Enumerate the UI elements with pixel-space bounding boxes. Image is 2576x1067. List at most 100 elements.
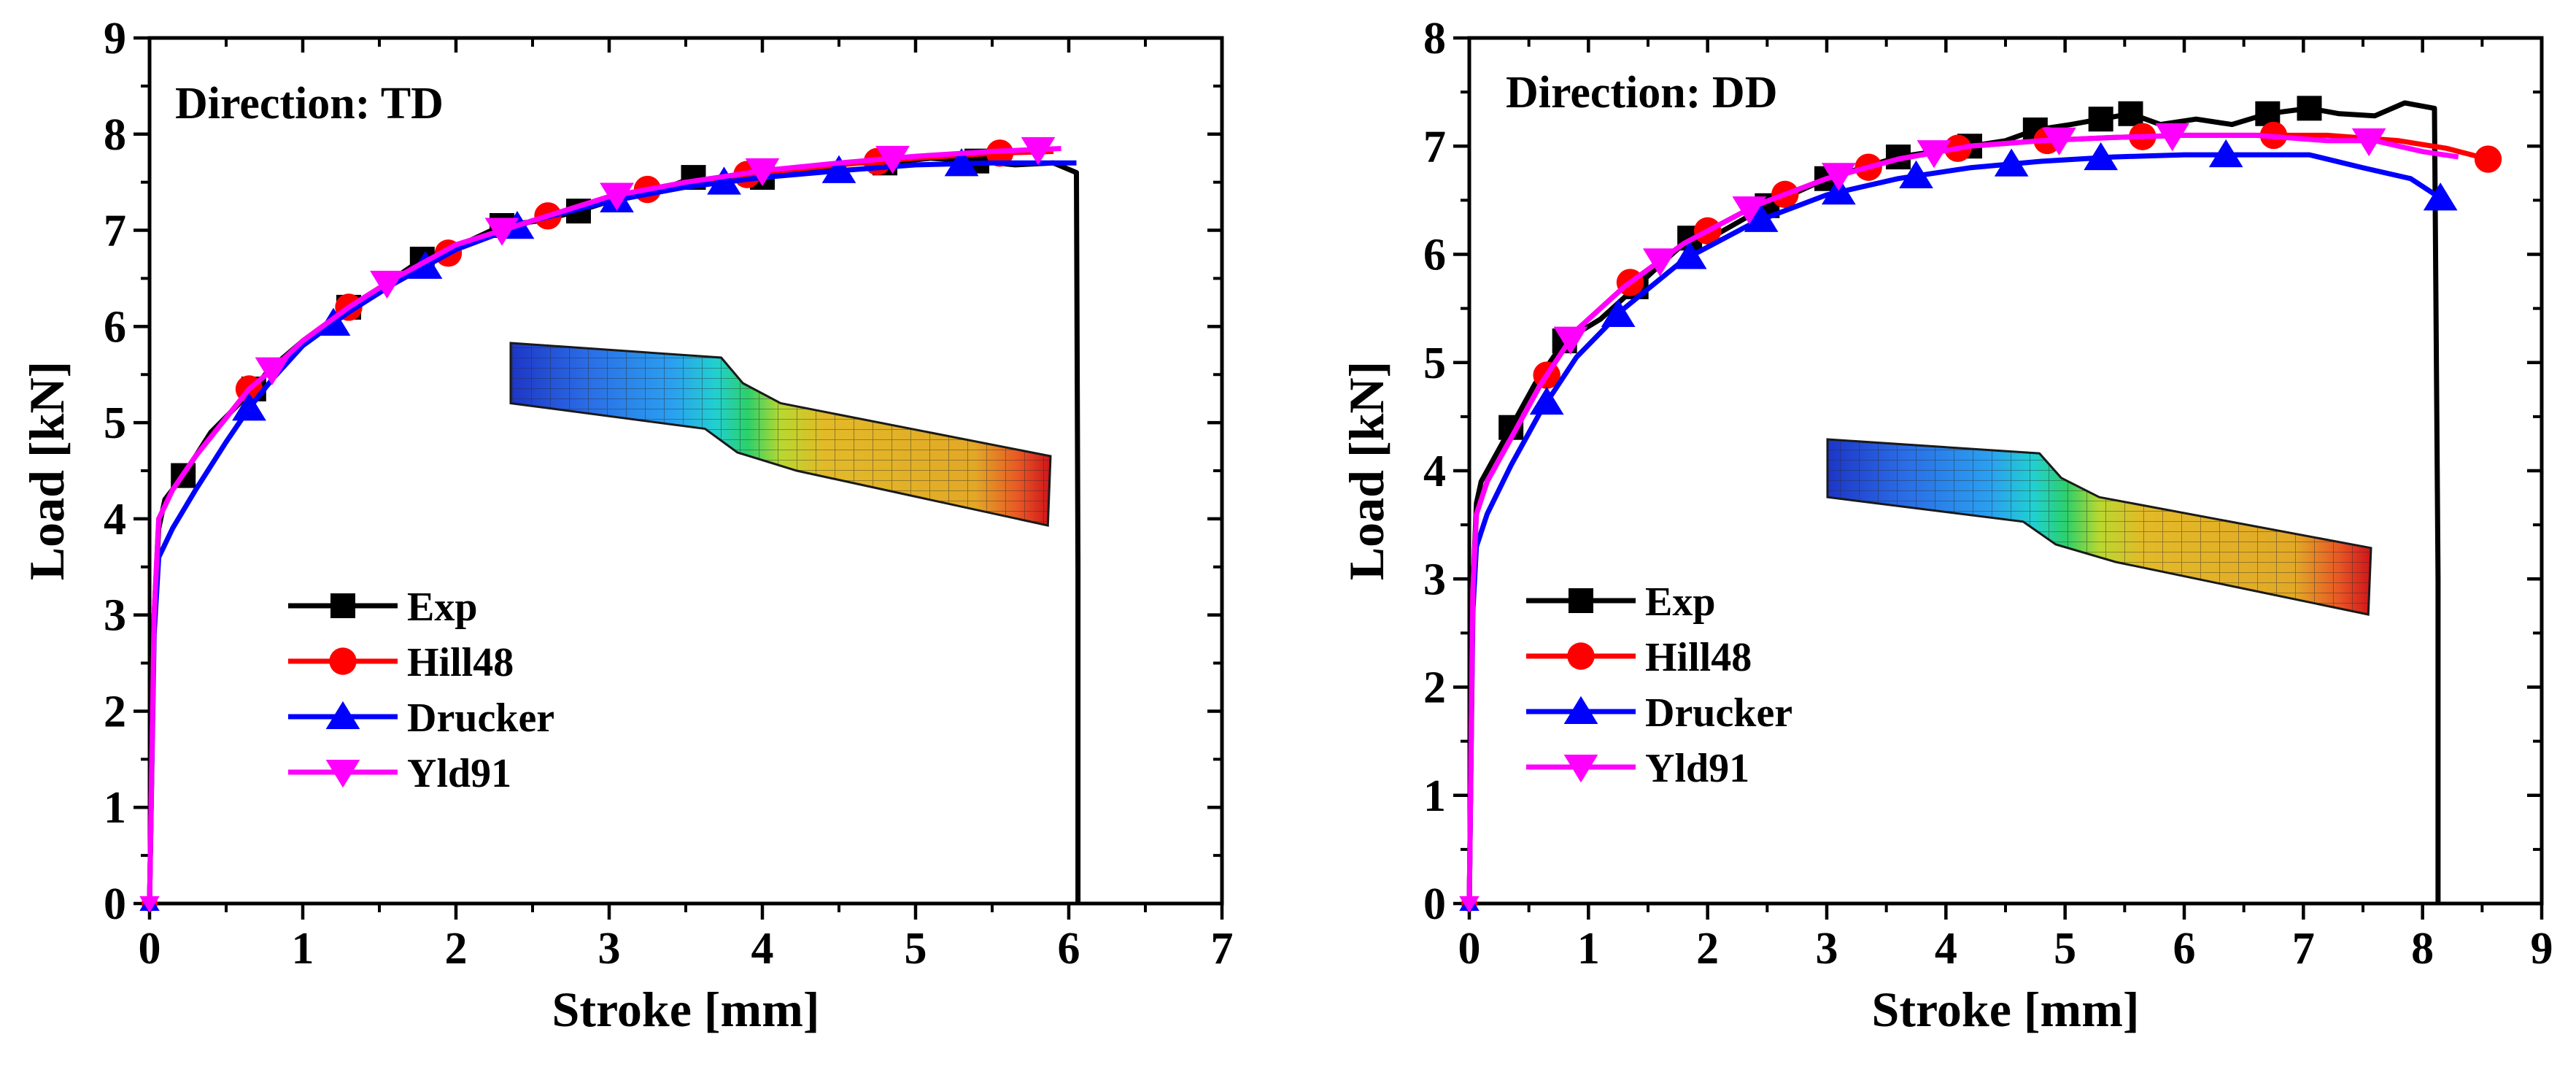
x-tick-label: 7 <box>1211 924 1234 974</box>
legend: Exp Hill48 Drucker Yld91 <box>1526 579 1792 791</box>
drucker-marker <box>232 393 266 421</box>
legend-marker <box>330 593 355 618</box>
y-tick-label: 4 <box>104 495 126 544</box>
x-tick-label: 0 <box>139 924 161 974</box>
legend-marker <box>329 647 357 675</box>
y-tick-label: 5 <box>1423 339 1446 388</box>
y-tick-label: 2 <box>104 687 126 736</box>
fe-mesh-inset <box>509 342 1052 527</box>
y-tick-label: 2 <box>1423 663 1446 713</box>
yld91-marker <box>875 145 910 174</box>
x-tick-label: 5 <box>905 924 927 974</box>
legend-label: Hill48 <box>1645 635 1752 680</box>
y-tick-label: 3 <box>1423 555 1446 604</box>
x-tick-label: 6 <box>2173 924 2196 974</box>
drucker-marker <box>1672 241 1707 269</box>
legend-label: Exp <box>407 585 478 630</box>
y-tick-label: 9 <box>104 14 126 63</box>
y-tick-label: 5 <box>104 398 126 448</box>
exp-line <box>147 155 1081 904</box>
direction-label: Direction: DD <box>1506 68 1777 118</box>
yld91-marker <box>2351 128 2386 157</box>
direction-label: Direction: TD <box>175 79 444 128</box>
legend-label: Drucker <box>1645 690 1792 736</box>
yld91-marker <box>1821 163 1856 191</box>
legend-label: Exp <box>1645 579 1716 625</box>
y-tick-label: 1 <box>104 783 126 833</box>
y-tick-label: 0 <box>1423 879 1446 929</box>
legend-marker <box>1567 642 1595 670</box>
series-yld91 <box>1459 123 2459 913</box>
legend-marker <box>1569 588 1593 613</box>
series-hill48 <box>142 139 1054 912</box>
x-axis-title: Stroke [mm] <box>552 982 820 1037</box>
fe-mesh-outline <box>1826 438 2372 616</box>
legend-marker <box>325 701 360 729</box>
fe-mesh-grid <box>511 343 1051 525</box>
x-tick-label: 7 <box>2292 924 2315 974</box>
drucker-marker <box>316 307 351 336</box>
y-tick-label: 6 <box>1423 231 1446 280</box>
x-tick-label: 0 <box>1458 924 1481 974</box>
drucker-marker <box>2084 142 2119 171</box>
drucker-marker <box>1601 298 1636 327</box>
drucker-marker <box>2208 139 2243 168</box>
yld91-marker <box>745 158 780 187</box>
drucker-marker <box>408 250 443 279</box>
y-tick-label: 8 <box>104 110 126 160</box>
y-tick-label: 8 <box>1423 14 1446 63</box>
yld91-origin-marker <box>139 896 160 913</box>
yld91-marker <box>600 182 634 211</box>
series-drucker <box>139 148 1077 911</box>
legend-marker <box>1563 696 1598 724</box>
drucker-marker <box>1899 160 1933 189</box>
x-tick-label: 1 <box>292 924 314 974</box>
y-tick-label: 3 <box>104 591 126 641</box>
drucker-marker <box>944 148 979 177</box>
series-drucker <box>1459 139 2458 911</box>
chart-panel-1: 0 1 2 3 4 5 6 7 0 1 2 3 4 5 6 7 8 9 Stroke [mm] Load [kN] Di… <box>19 14 1234 1037</box>
exp-marker <box>2297 96 2322 121</box>
hill48-line <box>1466 132 2489 904</box>
x-tick-label: 4 <box>751 924 774 974</box>
series-exp <box>142 148 1081 911</box>
yld91-line <box>1466 132 2459 904</box>
yld91-marker <box>255 357 290 385</box>
drucker-marker <box>1529 386 1564 415</box>
y-tick-label: 7 <box>1423 122 1446 172</box>
y-tick-label: 4 <box>1423 447 1446 496</box>
yld91-marker <box>2042 127 2076 155</box>
drucker-marker <box>1994 148 2029 177</box>
y-axis-title: Load [kN] <box>19 361 74 580</box>
legend-marker <box>1563 755 1598 783</box>
x-tick-label: 3 <box>598 924 621 974</box>
series-yld91 <box>139 136 1061 913</box>
yld91-marker <box>2155 123 2190 152</box>
legend-label: Hill48 <box>407 640 514 685</box>
y-tick-label: 6 <box>104 302 126 352</box>
fe-mesh-grid <box>1827 439 2371 615</box>
yld91-marker <box>370 271 404 299</box>
legend-label: Yld91 <box>1645 746 1749 791</box>
y-tick-label: 0 <box>104 879 126 929</box>
x-tick-label: 6 <box>1058 924 1080 974</box>
chart-panel-2: 0 1 2 3 4 5 6 7 8 9 0 1 2 3 4 5 6 7 8 Stroke [mm] Load [kN] D… <box>1339 14 2553 1037</box>
x-tick-label: 8 <box>2411 924 2434 974</box>
x-tick-label: 1 <box>1577 924 1600 974</box>
x-axis-title: Stroke [mm] <box>1872 982 2140 1037</box>
yld91-marker <box>1642 248 1677 277</box>
x-tick-label: 2 <box>1696 924 1719 974</box>
legend-label: Yld91 <box>407 751 511 796</box>
x-tick-label: 9 <box>2531 924 2553 974</box>
x-tick-label: 5 <box>2054 924 2076 974</box>
y-tick-label: 7 <box>104 207 126 256</box>
yld91-marker <box>1732 196 1767 225</box>
yld91-line <box>147 146 1061 904</box>
hill48-line <box>147 149 1054 904</box>
legend: Exp Hill48 Drucker Yld91 <box>288 585 554 796</box>
yld91-marker <box>1021 136 1056 166</box>
fe-mesh-inset <box>1826 438 2372 616</box>
x-tick-label: 2 <box>445 924 468 974</box>
drucker-line <box>1466 152 2442 904</box>
y-axis-title: Load [kN] <box>1339 361 1394 580</box>
